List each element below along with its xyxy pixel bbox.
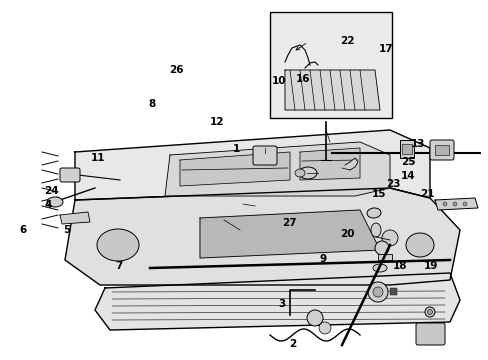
Text: 16: 16 (295, 74, 310, 84)
Circle shape (374, 241, 388, 255)
Bar (389, 288, 396, 295)
Text: 13: 13 (410, 139, 425, 149)
Text: 5: 5 (63, 225, 71, 235)
Text: 20: 20 (339, 229, 354, 239)
Circle shape (424, 307, 434, 317)
Text: 19: 19 (423, 261, 438, 271)
Bar (377, 254, 391, 260)
Ellipse shape (370, 223, 380, 237)
Ellipse shape (298, 167, 316, 179)
Text: 4: 4 (44, 200, 51, 210)
Text: 12: 12 (210, 117, 224, 127)
Bar (401, 144, 411, 154)
Text: 2: 2 (288, 339, 295, 349)
Bar (269, 12, 391, 118)
Text: 23: 23 (386, 179, 400, 189)
Polygon shape (285, 70, 379, 110)
Polygon shape (95, 273, 459, 330)
Polygon shape (200, 210, 379, 258)
Text: 21: 21 (420, 189, 434, 199)
Circle shape (442, 202, 446, 206)
Text: 25: 25 (400, 157, 415, 167)
Text: 17: 17 (378, 44, 393, 54)
Text: 26: 26 (168, 65, 183, 75)
Text: 6: 6 (20, 225, 27, 235)
Polygon shape (434, 198, 477, 210)
Text: 22: 22 (339, 36, 354, 46)
Circle shape (462, 202, 466, 206)
Circle shape (306, 310, 323, 326)
Ellipse shape (294, 169, 305, 177)
Circle shape (372, 287, 382, 297)
Text: 24: 24 (44, 186, 59, 196)
Text: 15: 15 (371, 189, 386, 199)
Text: 14: 14 (400, 171, 415, 181)
Text: 9: 9 (319, 254, 325, 264)
FancyBboxPatch shape (60, 168, 80, 182)
Polygon shape (75, 130, 429, 200)
Ellipse shape (366, 208, 380, 218)
Text: 3: 3 (278, 299, 285, 309)
Text: 10: 10 (271, 76, 285, 86)
Circle shape (381, 230, 397, 246)
Polygon shape (180, 152, 289, 186)
FancyBboxPatch shape (415, 323, 444, 345)
Ellipse shape (47, 197, 63, 207)
Ellipse shape (372, 264, 386, 272)
Polygon shape (164, 142, 389, 196)
Ellipse shape (405, 233, 433, 257)
Text: 18: 18 (392, 261, 407, 271)
Bar (434, 145, 448, 155)
Polygon shape (299, 148, 359, 180)
Polygon shape (345, 158, 357, 170)
FancyBboxPatch shape (252, 146, 276, 165)
Circle shape (318, 322, 330, 334)
Text: 8: 8 (148, 99, 155, 109)
Text: 27: 27 (282, 218, 296, 228)
Circle shape (452, 202, 456, 206)
Text: 7: 7 (115, 261, 122, 271)
Circle shape (427, 310, 431, 315)
Circle shape (367, 282, 387, 302)
Ellipse shape (97, 229, 139, 261)
Text: 1: 1 (232, 144, 239, 154)
Polygon shape (60, 212, 90, 224)
Text: 11: 11 (90, 153, 105, 163)
FancyBboxPatch shape (429, 140, 453, 160)
Bar (399, 140, 413, 158)
Polygon shape (65, 188, 459, 285)
